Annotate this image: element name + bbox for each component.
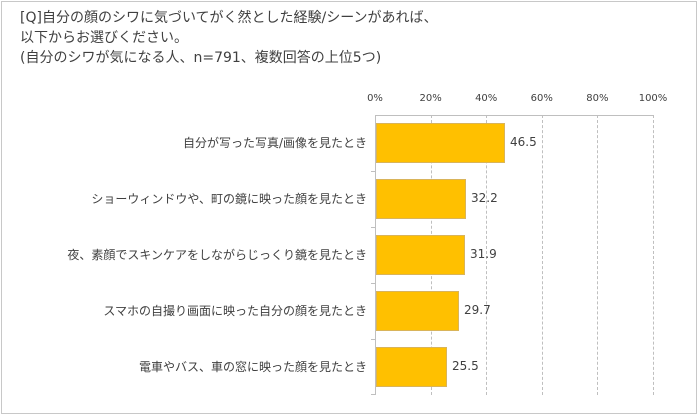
- value-label: 46.5: [510, 135, 537, 149]
- category-label: 電車やバス、車の窓に映った顔を見たとき: [138, 360, 367, 374]
- category-label: 自分が写った写真/画像を見たとき: [182, 136, 367, 150]
- gridline: [486, 115, 488, 395]
- gridline: [541, 115, 543, 395]
- y-axis-line: [375, 115, 376, 395]
- gridline: [653, 115, 654, 395]
- x-tick-label: 100%: [638, 93, 668, 104]
- value-label: 25.5: [452, 359, 479, 373]
- title-line-2: 以下からお選びください。: [20, 30, 188, 46]
- title-line-3: (自分のシワが気になる人、n=791、複数回答の上位5つ): [20, 50, 382, 66]
- bar-selfie: [376, 291, 459, 331]
- x-tick-label: 0%: [367, 93, 383, 104]
- x-tick-label: 80%: [586, 93, 609, 104]
- y-tick: [371, 394, 375, 395]
- value-label: 31.9: [470, 247, 497, 261]
- category-label: 夜、素顔でスキンケアをしながらじっくり鏡を見たとき: [67, 248, 367, 262]
- bar-train-window: [376, 347, 447, 387]
- y-tick: [371, 227, 375, 228]
- x-tick-label: 60%: [530, 93, 553, 104]
- plot-area: 0% 20% 40% 60% 80% 100% 46.5 32.2 31.9 2…: [367, 93, 667, 395]
- y-tick: [371, 283, 375, 284]
- value-label: 32.2: [471, 191, 498, 205]
- y-tick: [371, 339, 375, 340]
- category-label: スマホの自撮り画面に映った自分の顔を見たとき: [103, 304, 367, 318]
- x-tick-label: 20%: [419, 93, 442, 104]
- bar-night-skincare: [376, 235, 465, 275]
- value-label: 29.7: [464, 303, 491, 317]
- category-label: ショーウィンドウや、町の鏡に映った顔を見たとき: [91, 192, 367, 206]
- y-tick: [371, 171, 375, 172]
- bar-photo: [376, 123, 506, 163]
- chart-title: [Q]自分の顔のシワに気づいてがく然とした経験/シーンがあれば、 以下からお選び…: [20, 8, 438, 68]
- bar-shop-window: [376, 179, 466, 219]
- gridline: [597, 115, 599, 395]
- title-line-1: [Q]自分の顔のシワに気づいてがく然とした経験/シーンがあれば、: [20, 10, 438, 26]
- x-axis-line: [375, 115, 653, 116]
- x-tick-label: 40%: [475, 93, 498, 104]
